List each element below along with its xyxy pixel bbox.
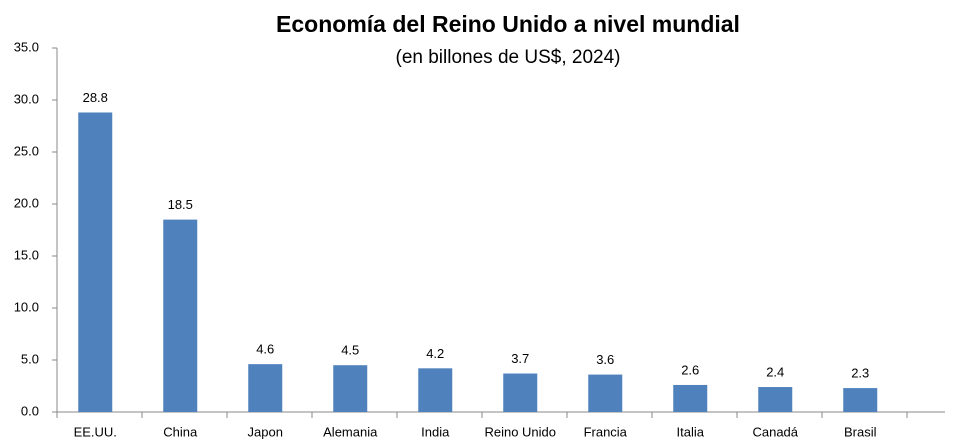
x-tick-label: Canadá [752,424,798,439]
data-label: 3.7 [511,351,529,366]
data-label: 2.4 [766,364,784,379]
data-label: 4.2 [426,346,444,361]
x-tick-label: Alemania [323,424,378,439]
bar [78,112,113,412]
y-tick-label: 35.0 [14,39,39,54]
bar [248,364,283,412]
chart-title: Economía del Reino Unido a nivel mundial [276,11,740,37]
bar [758,387,793,412]
y-tick-label: 15.0 [14,247,39,262]
y-tick-label: 20.0 [14,195,39,210]
y-tick-label: 10.0 [14,299,39,314]
y-tick-label: 30.0 [14,91,39,106]
y-tick-label: 25.0 [14,143,39,158]
data-label: 4.6 [256,342,274,357]
data-label: 2.6 [681,362,699,377]
bar [418,368,453,412]
bar [163,219,198,412]
chart-subtitle: (en billones de US$, 2024) [396,47,621,68]
x-tick-label: Brasil [844,424,877,439]
x-tick-label: EE.UU. [74,424,117,439]
x-tick-label: Japon [248,424,283,439]
y-tick-label: 0.0 [21,403,39,418]
x-tick-label: India [421,424,450,439]
bar [503,373,538,412]
y-tick-label: 5.0 [21,351,39,366]
x-tick-label: Francia [584,424,628,439]
bar [843,388,878,412]
data-label: 4.5 [341,343,359,358]
data-label: 2.3 [851,366,869,381]
x-tick-label: Reino Unido [484,424,556,439]
bar [588,374,623,412]
x-tick-label: Italia [677,424,705,439]
bar [673,384,708,412]
x-tick-label: China [163,424,198,439]
data-label: 3.6 [596,352,614,367]
bar [333,365,368,412]
data-label: 18.5 [168,197,193,212]
data-label: 28.8 [83,90,108,105]
